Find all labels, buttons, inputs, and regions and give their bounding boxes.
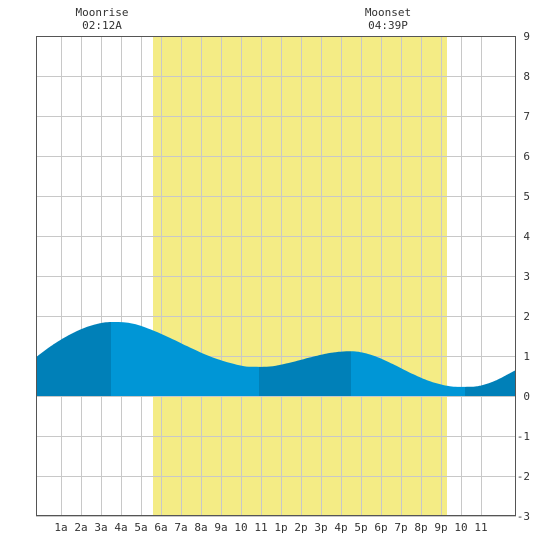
x-tick-label: 6p bbox=[374, 521, 387, 534]
x-tick-label: 8a bbox=[194, 521, 207, 534]
tide-layer bbox=[36, 322, 516, 396]
moonset-time: 04:39P bbox=[368, 19, 408, 32]
y-tick-labels: 9 8 7 6 5 4 3 2 1 0 -1 -2 -3 bbox=[517, 30, 531, 523]
moonset-annotation: Moonset 04:39P bbox=[348, 6, 428, 32]
y-tick-label: -2 bbox=[517, 470, 530, 483]
x-tick-label: 10 bbox=[234, 521, 247, 534]
tide-segment bbox=[465, 370, 516, 396]
moonrise-time: 02:12A bbox=[82, 19, 122, 32]
plot-frame bbox=[36, 36, 516, 516]
y-tick-label: 3 bbox=[523, 270, 530, 283]
y-tick-label: 7 bbox=[523, 110, 530, 123]
y-tick-label: 8 bbox=[523, 70, 530, 83]
y-tick-label: 9 bbox=[523, 30, 530, 43]
x-tick-label: 7a bbox=[174, 521, 187, 534]
x-tick-label: 6a bbox=[154, 521, 167, 534]
tide-segment bbox=[36, 322, 111, 396]
x-tick-label: 9a bbox=[214, 521, 227, 534]
x-tick-label: 11 bbox=[474, 521, 487, 534]
tide-segment bbox=[351, 351, 465, 396]
x-tick-label: 4a bbox=[114, 521, 127, 534]
y-tick-label: 2 bbox=[523, 310, 530, 323]
grid-layer bbox=[36, 36, 516, 517]
x-tick-label: 8p bbox=[414, 521, 427, 534]
x-tick-label: 7p bbox=[394, 521, 407, 534]
moonset-label: Moonset bbox=[364, 6, 412, 19]
x-tick-label: 4p bbox=[334, 521, 347, 534]
tide-segment bbox=[111, 322, 259, 396]
x-tick-label: 5p bbox=[354, 521, 367, 534]
moonrise-annotation: Moonrise 02:12A bbox=[62, 6, 142, 32]
y-tick-label: 0 bbox=[523, 390, 530, 403]
x-tick-label: 1p bbox=[274, 521, 287, 534]
y-tick-label: 1 bbox=[523, 350, 530, 363]
x-tick-label: 3p bbox=[314, 521, 327, 534]
x-tick-label: 1a bbox=[54, 521, 67, 534]
y-tick-label: -1 bbox=[517, 430, 530, 443]
moonrise-label: Moonrise bbox=[75, 6, 129, 19]
y-tick-label: 5 bbox=[523, 190, 530, 203]
x-tick-label: 11 bbox=[254, 521, 267, 534]
frame-layer bbox=[36, 36, 516, 516]
x-tick-label: 2a bbox=[74, 521, 87, 534]
y-tick-label: 6 bbox=[523, 150, 530, 163]
x-tick-label: 2p bbox=[294, 521, 307, 534]
x-tick-label: 10 bbox=[454, 521, 467, 534]
x-tick-label: 5a bbox=[134, 521, 147, 534]
x-tick-label: 3a bbox=[94, 521, 107, 534]
y-tick-label: -3 bbox=[517, 510, 530, 523]
y-tick-label: 4 bbox=[523, 230, 530, 243]
tide-segment bbox=[259, 351, 351, 396]
x-tick-label: 9p bbox=[434, 521, 447, 534]
x-tick-labels: 1a 2a 3a 4a 5a 6a 7a 8a 9a 10 11 1p 2p 3p 4p 5p 6p 7p 8p 9p… bbox=[54, 521, 487, 534]
